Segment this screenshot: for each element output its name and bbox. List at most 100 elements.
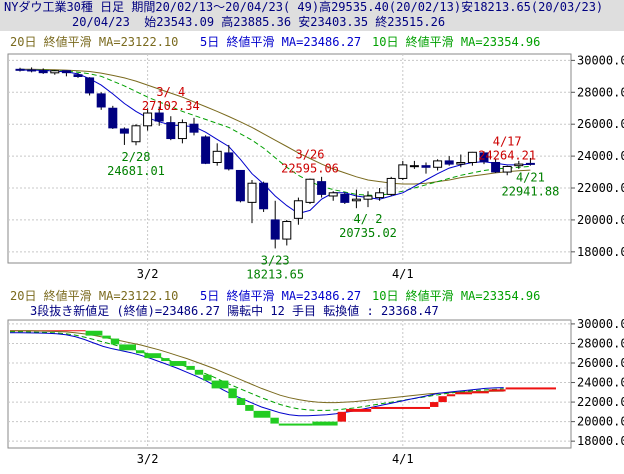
candle-body <box>421 165 431 168</box>
down-block <box>119 344 136 351</box>
candle-axis-ytick-label: 26000.00 <box>577 117 624 131</box>
annotation-low-date: 2/28 <box>122 150 151 164</box>
lower-ma10-line <box>10 331 504 411</box>
candle-body <box>375 192 385 199</box>
down-block <box>278 423 313 426</box>
down-block <box>85 330 103 336</box>
candle-body <box>166 122 176 140</box>
candle-body <box>247 182 257 203</box>
candle-body <box>96 93 106 108</box>
legend-ma20-lower: 20日 終値平滑 MA=23122.10 <box>10 289 179 303</box>
legend-ma10-lower: 10日 終値平滑 MA=23354.96 <box>372 289 541 303</box>
blocks-axis-ytick-label: 18000.00 <box>577 434 624 448</box>
down-block <box>228 388 237 399</box>
down-block <box>144 353 162 359</box>
candle-body <box>409 165 419 168</box>
down-block <box>253 410 271 418</box>
up-block <box>505 387 556 390</box>
annotation-high-value: 22595.06 <box>281 162 339 176</box>
up-block <box>346 408 372 412</box>
candle-body <box>270 219 280 240</box>
candle-body <box>351 198 361 202</box>
up-block <box>446 394 456 397</box>
header-title-line: NYダウ工業30種 日足 期間20/02/13～20/04/23( 49)高29… <box>4 0 604 14</box>
candle-body <box>433 160 443 168</box>
blocks-axis-ytick-label: 26000.00 <box>577 356 624 370</box>
candle-body <box>61 70 71 74</box>
candle-body <box>467 151 477 163</box>
candle-body <box>73 74 83 77</box>
candle-body <box>50 70 60 74</box>
annotation-high-value: 24264.21 <box>478 149 536 163</box>
annotation-high-date: 3/ 4 <box>156 85 185 99</box>
legend-ma5-lower: 5日 終値平滑 MA=23486.27 <box>200 289 362 303</box>
annotation-low-date: 4/21 <box>516 171 545 185</box>
candle-body <box>38 70 48 74</box>
candle-body <box>177 122 187 140</box>
candle-axis-ytick-label: 22000.00 <box>577 181 624 195</box>
down-block <box>236 398 246 406</box>
candle-body <box>293 200 303 219</box>
candle-axis-ytick-label: 20000.00 <box>577 213 624 227</box>
lower-ma5-line <box>10 332 504 417</box>
candle-body <box>27 69 37 72</box>
ma20-line <box>20 68 531 185</box>
candle-body <box>85 77 95 94</box>
legend-sanpo: 3段抜き新値足 (終値)=23486.27 陽転中 12 手目 転換値 : 23… <box>30 304 439 318</box>
down-block <box>245 405 254 411</box>
candle-body <box>119 128 129 134</box>
candle-body <box>479 152 489 163</box>
up-block <box>438 396 447 403</box>
down-block <box>169 361 187 366</box>
blocks-axis-xtick-label: 4/1 <box>392 452 414 466</box>
candle-axis-xtick-label: 3/2 <box>137 267 159 281</box>
candle-body <box>259 182 269 210</box>
candle-body <box>386 177 396 195</box>
annotation-low-value: 18213.65 <box>246 267 304 281</box>
candle-axis-ytick-label: 30000.00 <box>577 53 624 67</box>
up-block <box>472 391 489 394</box>
legend-ma10: 10日 終値平滑 MA=23354.96 <box>372 35 541 49</box>
candle-body <box>235 169 245 202</box>
annotation-high-value: 27102.34 <box>142 99 200 113</box>
candle-axis-ytick-label: 24000.00 <box>577 149 624 163</box>
annotation-high-date: 4/17 <box>493 135 522 149</box>
annotation-low-value: 24681.01 <box>107 164 165 178</box>
annotation-high-date: 3/26 <box>296 148 325 162</box>
legend-ma20: 20日 終値平滑 MA=23122.10 <box>10 35 179 49</box>
candle-body <box>108 107 118 129</box>
blocks-axis-xtick-label: 3/2 <box>137 452 159 466</box>
candle-body <box>491 161 501 173</box>
annotation-low-value: 22941.88 <box>502 185 560 199</box>
candle-body <box>525 162 535 165</box>
candle-body <box>340 193 350 203</box>
candle-body <box>15 68 25 71</box>
candle-body <box>143 112 153 127</box>
down-block <box>211 380 229 389</box>
up-block <box>371 406 430 409</box>
annotation-low-date: 4/ 2 <box>354 212 383 226</box>
blocks-axis-ytick-label: 30000.00 <box>577 317 624 331</box>
up-block <box>455 392 472 395</box>
candle-body <box>154 112 164 122</box>
candle-body <box>282 221 292 240</box>
candle-body <box>224 152 234 170</box>
candle-body <box>328 192 338 197</box>
down-block <box>312 421 338 426</box>
annotation-low-value: 20735.02 <box>339 226 397 240</box>
blocks-axis-ytick-label: 20000.00 <box>577 415 624 429</box>
blocks-axis-ytick-label: 24000.00 <box>577 376 624 390</box>
up-block <box>488 389 506 392</box>
header-ohlc-line: 20/04/23 始23543.09 高23885.36 安23403.35 終… <box>72 15 446 29</box>
candle-body <box>212 150 222 163</box>
candle-body <box>131 125 141 143</box>
down-block <box>102 335 111 339</box>
candle-body <box>514 163 524 167</box>
candle-body <box>456 161 466 165</box>
candle-body <box>317 181 327 195</box>
candle-body <box>189 123 199 133</box>
down-block <box>203 374 212 381</box>
candle-body <box>363 195 373 200</box>
down-block <box>161 358 170 362</box>
